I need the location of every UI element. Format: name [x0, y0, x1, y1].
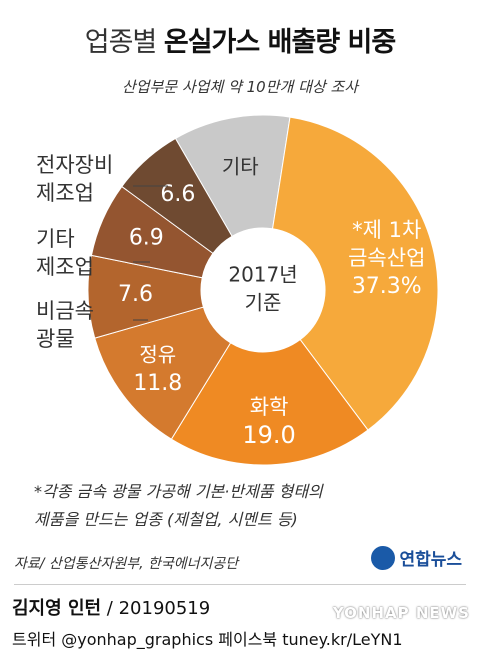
social-handles: 트위터 @yonhap_graphics 페이스북 tuney.kr/LeYN1: [12, 630, 403, 649]
outer-label-other-mfg-line1: 기타: [36, 227, 75, 251]
slice-label-4-0: 7.6: [118, 282, 153, 307]
slice-label-3-1: 11.8: [133, 371, 182, 396]
footnote: *각종 금속 광물 가공해 기본·반제품 형태의 제품을 만드는 업종 (제철업…: [34, 478, 323, 534]
slice-1: [271, 116, 439, 431]
center-label-line1: 2017년: [228, 263, 297, 287]
slice-label-2-1: 19.0: [242, 421, 295, 449]
outer-label-nonmetal-line1: 비금속: [36, 299, 94, 323]
outer-label-nonmetal: 비금속 광물: [36, 297, 94, 353]
slice-label-5-0: 6.9: [129, 225, 164, 250]
outer-label-nonmetal-line2: 광물: [36, 327, 75, 351]
footnote-line2: 제품을 만드는 업종 (제철업, 시멘트 등): [34, 510, 298, 529]
outer-label-electronics-line2: 제조업: [36, 181, 94, 205]
slice-label-0-0: 기타: [222, 154, 259, 178]
yonhap-logo: 연합뉴스: [371, 545, 462, 570]
outer-label-other-mfg: 기타 제조업: [36, 225, 94, 281]
divider: [14, 584, 466, 585]
chart-subtitle: 산업부문 사업체 약 10만개 대상 조사: [121, 78, 359, 96]
slice-label-1-1: 금속산업: [348, 246, 425, 270]
slice-2: [170, 338, 369, 466]
yonhap-logo-icon: [371, 545, 396, 570]
title-part2: 온실가스 배출량 비중: [163, 27, 396, 58]
credit-name: 김지영 인턴: [12, 598, 102, 619]
donut-chart: 기타*제 1차금속산업37.3%화학19.0정유11.87.66.96.6201…: [87, 114, 439, 466]
title-part1: 업종별: [84, 27, 158, 58]
slice-label-1-2: 37.3%: [352, 274, 422, 299]
outer-label-electronics: 전자장비 제조업: [36, 151, 113, 207]
credit-date: / 20190519: [101, 598, 211, 619]
slice-6: [121, 137, 233, 255]
outer-label-electronics-line1: 전자장비: [36, 153, 114, 177]
chart-title: 업종별 온실가스 배출량 비중: [0, 20, 480, 59]
yonhap-logo-text: 연합뉴스: [399, 550, 462, 570]
center-label-line2: 기준: [245, 291, 282, 315]
credit: 김지영 인턴 / 20190519: [12, 594, 210, 620]
outer-label-other-mfg-line2: 제조업: [36, 255, 94, 279]
footnote-line1: *각종 금속 광물 가공해 기본·반제품 형태의: [34, 482, 323, 501]
watermark: YONHAP NEWS: [332, 604, 470, 622]
slice-label-3-0: 정유: [139, 342, 176, 366]
source-text: 자료/ 산업통산자원부, 한국에너지공단: [14, 556, 239, 572]
slice-label-1-0: *제 1차: [352, 218, 421, 242]
slice-label-2-0: 화학: [250, 395, 289, 419]
